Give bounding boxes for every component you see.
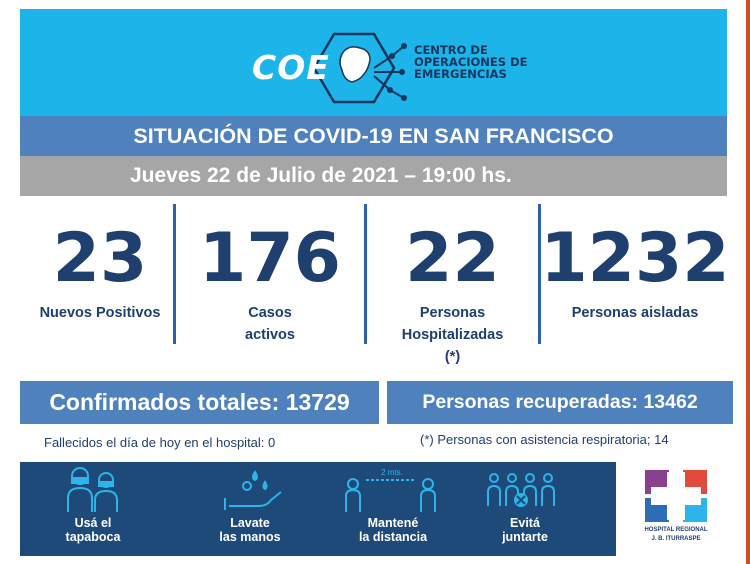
org-name-line: EMERGENCIAS [414, 67, 507, 81]
org-name-line: CENTRO DE [414, 43, 488, 57]
org-name-line: OPERACIONES DE [414, 55, 528, 69]
stat-label-new-positives: Nuevos Positivos [39, 305, 161, 321]
prevention-label: Lavate las manos [219, 516, 281, 544]
prevention-item-distance: 2 mts. Mantené la distancia [328, 462, 458, 556]
wash-hands-icon [224, 470, 282, 510]
stat-value-isolated: 1232 [540, 219, 730, 298]
hospital-cross-icon [645, 470, 707, 522]
distance-text: 2 mts. [381, 468, 403, 477]
deaths-note: Fallecidos el día de hoy en el hospital:… [44, 435, 276, 450]
org-name: CENTRO DE OPERACIONES DE EMERGENCIAS [414, 44, 527, 80]
coe-emblem-icon [312, 32, 407, 104]
coe-logo-text: COE [252, 48, 330, 87]
confirmed-total: Confirmados totales: 13729 [20, 381, 379, 424]
prevention-label: Evitá juntarte [502, 516, 548, 544]
prevention-item-gathering: Evitá juntarte [460, 462, 590, 556]
mask-people-icon [67, 467, 118, 512]
stat-divider [538, 204, 541, 344]
report-date: Jueves 22 de Julio de 2021 – 19:00 hs. [20, 156, 727, 196]
stat-divider [364, 204, 367, 344]
prevention-label: Mantené la distancia [358, 516, 428, 544]
hospital-logo: HOSPITAL REGIONAL J. B. ITURRASPE [625, 462, 727, 556]
right-edge-strip [746, 0, 750, 564]
recovered-total: Personas recuperadas: 13462 [387, 381, 733, 424]
prevention-label: Usá el tapaboca [65, 516, 121, 544]
prevention-banner: Usá el tapaboca Lavate las manos 2 mts. … [20, 462, 616, 556]
stat-value-new-positives: 23 [52, 219, 148, 298]
stat-divider [173, 204, 176, 344]
prevention-item-mask: Usá el tapaboca [28, 462, 158, 556]
report-title: SITUACIÓN DE COVID-19 EN SAN FRANCISCO [20, 116, 727, 156]
header-banner: COE CENTRO DE OPERACIONES DE EMERGENCIAS [20, 9, 727, 116]
prevention-item-wash: Lavate las manos [185, 462, 315, 556]
distance-icon: 2 mts. [345, 468, 436, 512]
no-gathering-icon [487, 473, 555, 507]
stat-label-isolated: Personas aisladas [571, 305, 699, 321]
respiratory-note: (*) Personas con asistencia respiratoria… [420, 432, 669, 447]
hospital-name: HOSPITAL REGIONAL J. B. ITURRASPE [644, 527, 708, 542]
stat-value-hospitalized: 22 [405, 219, 500, 298]
stat-label-hospitalized: Personas Hospitalizadas (*) [401, 305, 504, 365]
stat-label-active-cases: Casos activos [245, 305, 295, 343]
stat-value-active-cases: 176 [199, 219, 341, 298]
